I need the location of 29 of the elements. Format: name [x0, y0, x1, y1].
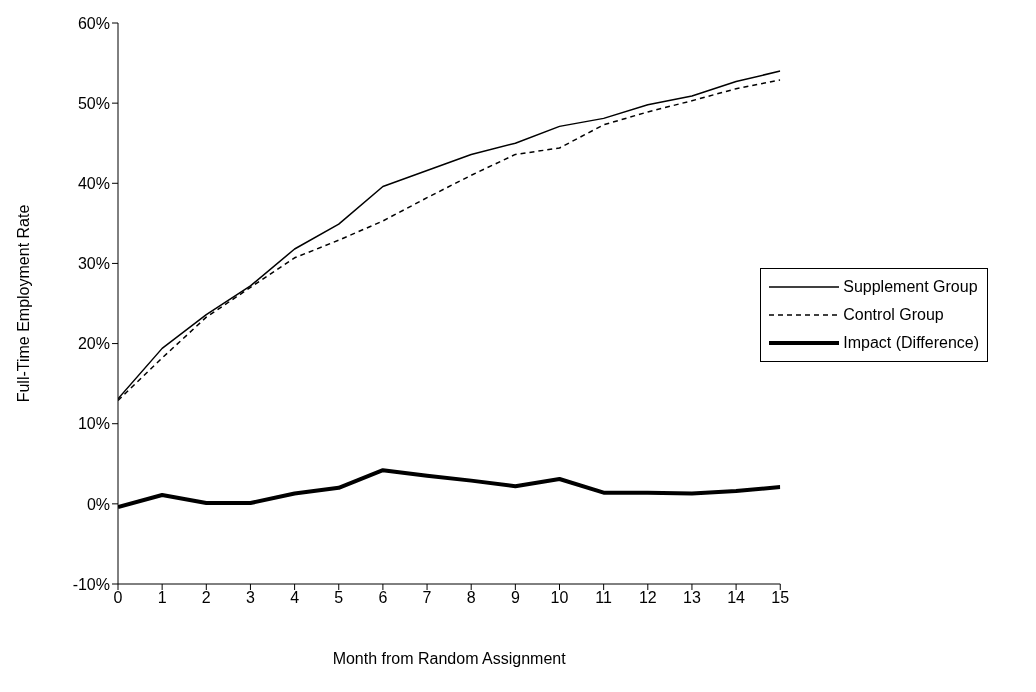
- x-tick-label: 10: [550, 589, 569, 607]
- x-tick-label: 5: [334, 589, 344, 607]
- x-axis-title: Month from Random Assignment: [332, 650, 567, 667]
- y-tick-label: 10%: [77, 415, 110, 433]
- legend-label: Impact (Difference): [843, 334, 979, 352]
- x-tick-label: 2: [201, 589, 211, 607]
- x-tick-label: 6: [378, 589, 388, 607]
- x-tick-label: 14: [727, 589, 746, 607]
- y-tick-label: 0%: [86, 495, 110, 513]
- legend-label: Control Group: [843, 306, 944, 324]
- y-tick-label: 30%: [77, 255, 110, 273]
- x-tick-label: 13: [683, 589, 701, 607]
- x-tick-label: 9: [510, 589, 520, 607]
- y-axis-title: Full-Time Employment Rate: [14, 204, 32, 403]
- x-tick-label: 12: [638, 589, 657, 607]
- x-tick-label: 15: [771, 589, 790, 607]
- x-tick-label: 7: [422, 589, 432, 607]
- x-tick-label: 4: [290, 589, 300, 607]
- y-tick-label: 40%: [77, 174, 110, 192]
- x-tick-label: 3: [246, 589, 255, 607]
- x-tick-label: 11: [595, 589, 613, 607]
- y-tick-label: 60%: [77, 14, 110, 32]
- y-tick-label: -10%: [72, 575, 110, 593]
- x-tick-label: 0: [113, 589, 123, 607]
- legend-label: Supplement Group: [843, 278, 978, 296]
- y-tick-label: 50%: [77, 94, 110, 112]
- x-tick-label: 1: [157, 589, 167, 607]
- y-tick-label: 20%: [77, 335, 110, 353]
- x-tick-label: 8: [466, 589, 476, 607]
